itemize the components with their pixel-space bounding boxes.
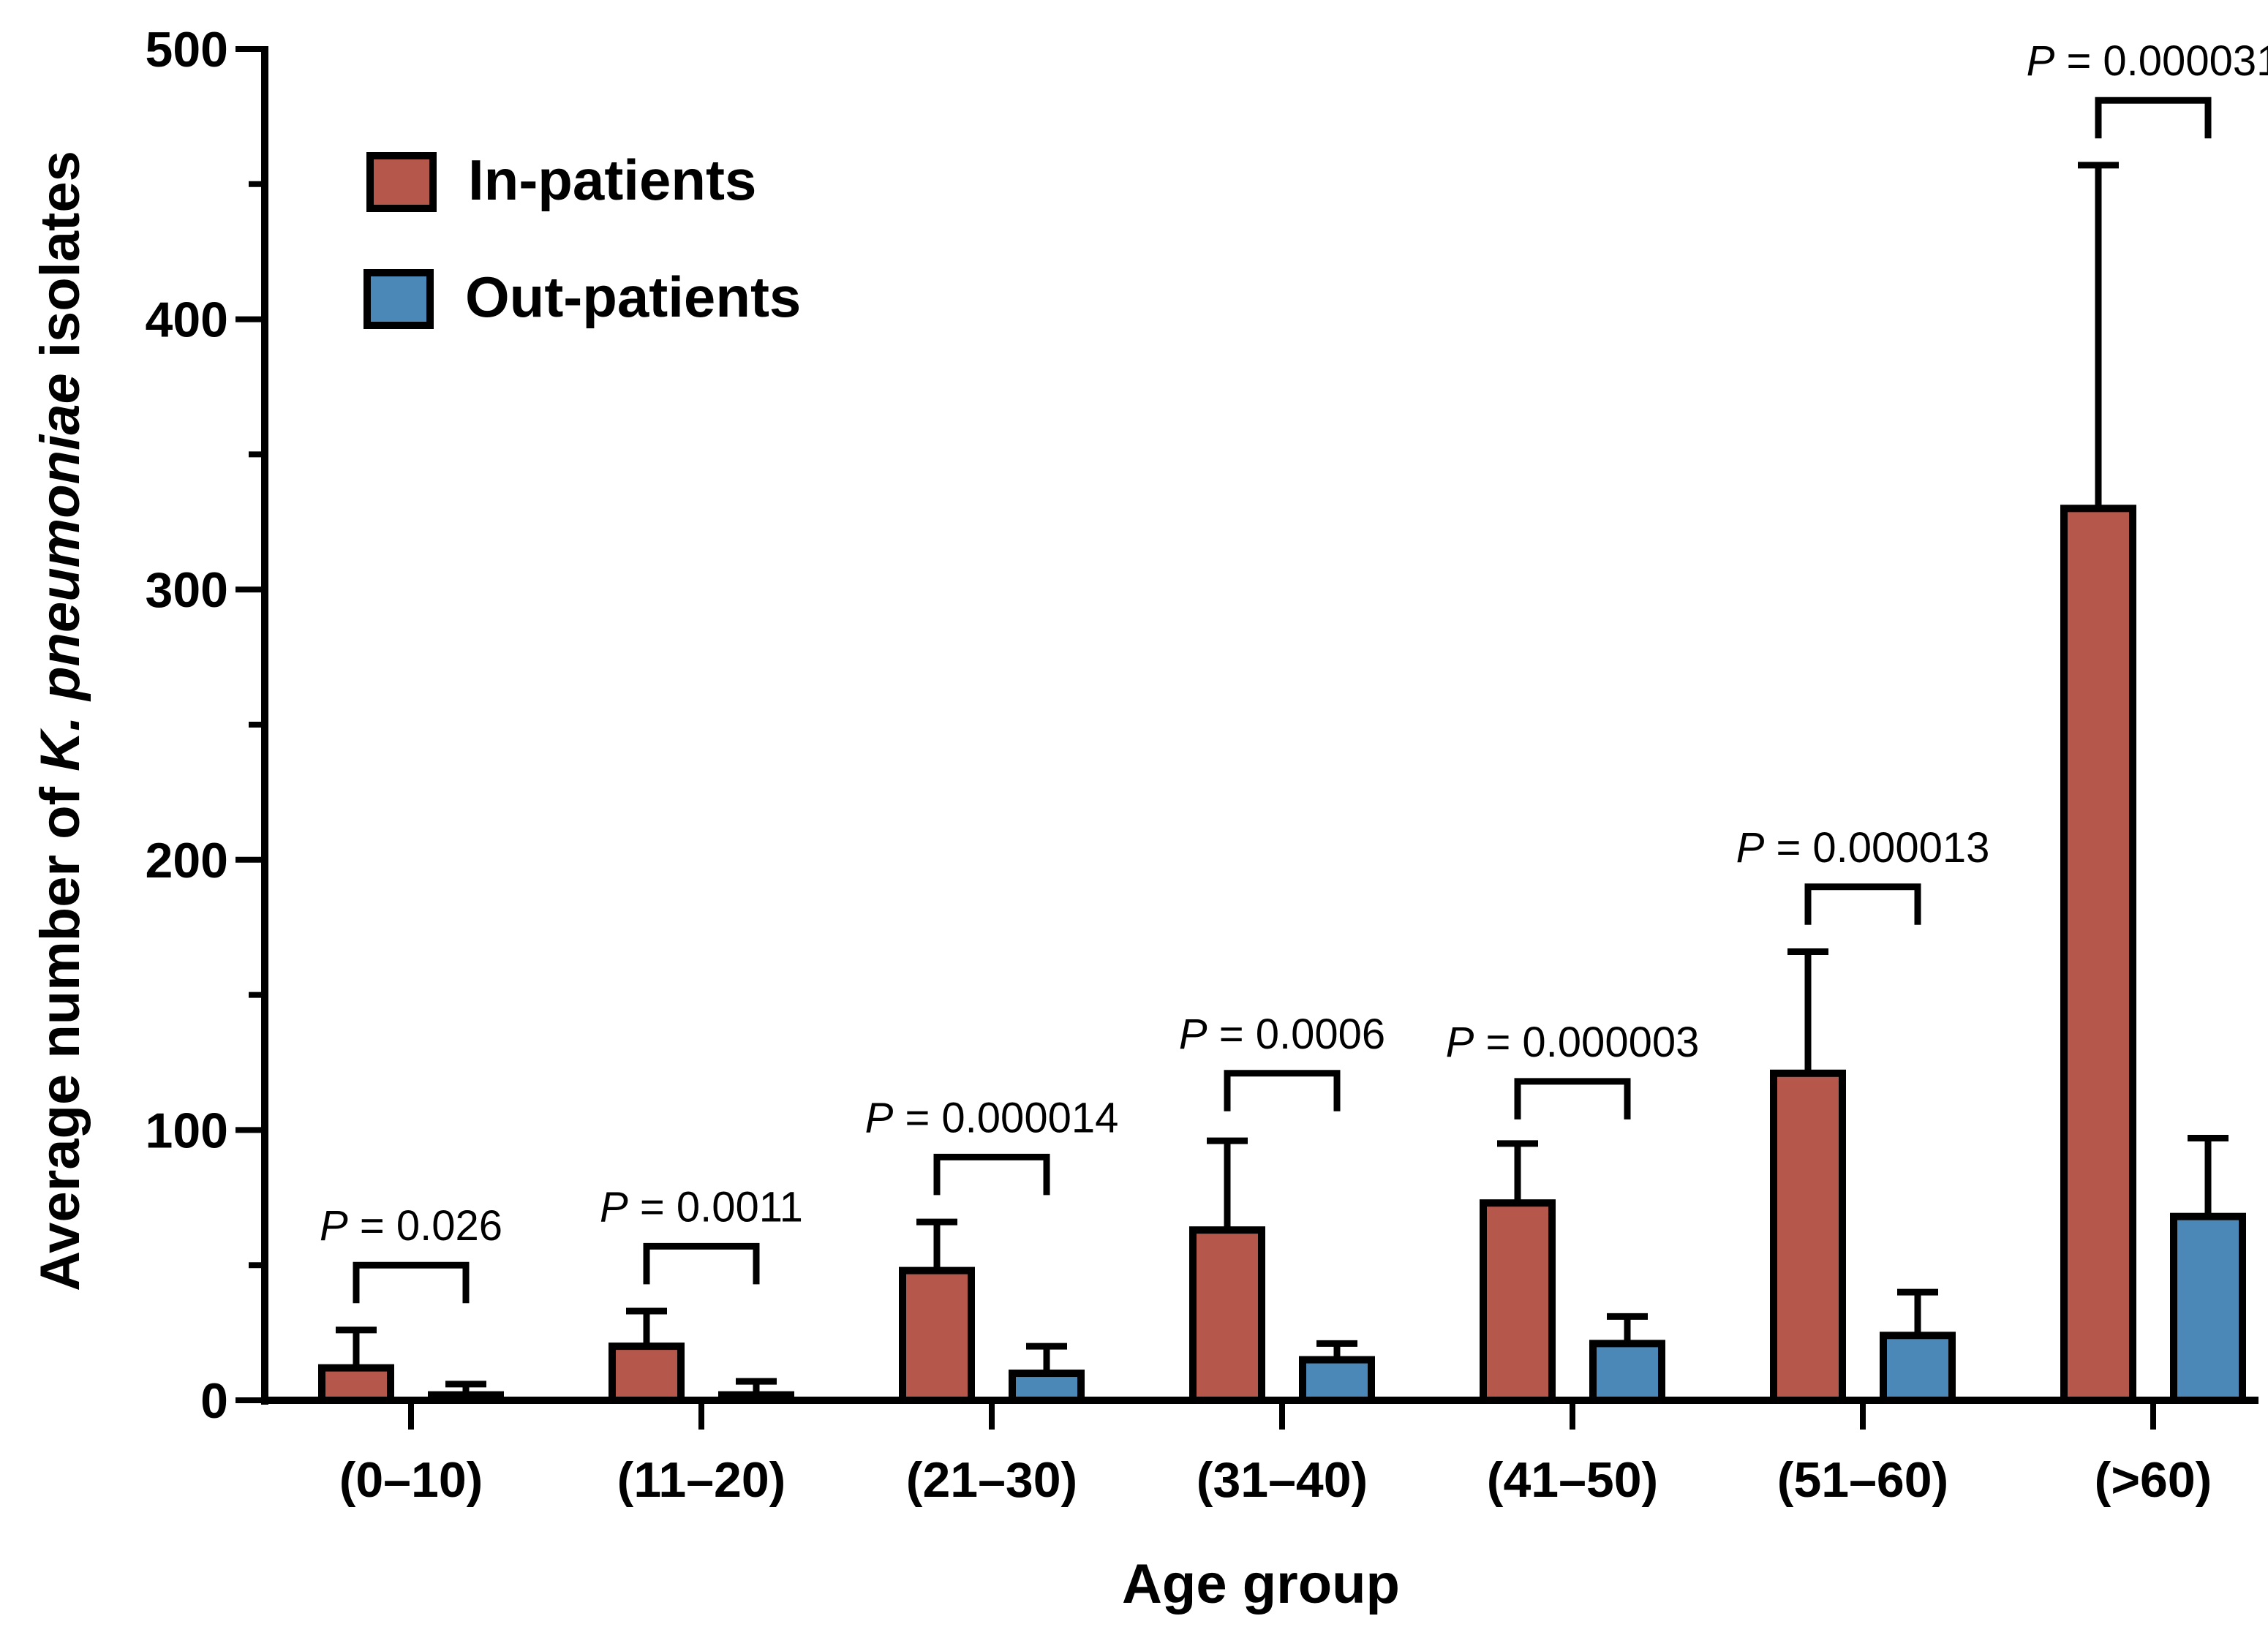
bar-in-patients-3 bbox=[1189, 1226, 1265, 1404]
bar-out-patients-3 bbox=[1299, 1356, 1375, 1405]
p-value-label-5: P = 0.000013 bbox=[1736, 824, 1990, 872]
significance-bracket-6 bbox=[2095, 97, 2212, 139]
legend-swatch-out-patients bbox=[363, 269, 434, 329]
bar-out-patients-6 bbox=[2170, 1212, 2246, 1404]
legend-swatch-in-patients bbox=[366, 152, 437, 212]
x-tick-label-0: (0–10) bbox=[339, 1452, 483, 1508]
bar-in-patients-0 bbox=[318, 1364, 394, 1404]
p-symbol-0: P bbox=[320, 1202, 348, 1250]
legend-label-in-patients: In-patients bbox=[468, 148, 756, 212]
p-value-label-2: P = 0.000014 bbox=[865, 1094, 1119, 1141]
plot-area: 0 100 200 300 400 500 (0–10) (11–20) (21–30) (31–… bbox=[146, 22, 2268, 1508]
x-tick-label-1: (11–20) bbox=[617, 1452, 786, 1508]
p-value-text-3: = 0.0006 bbox=[1208, 1011, 1386, 1058]
p-value-label-1: P = 0.0011 bbox=[600, 1183, 803, 1231]
p-value-label-4: P = 0.000003 bbox=[1446, 1019, 1700, 1066]
y-tick-label-100: 100 bbox=[146, 1103, 228, 1158]
p-symbol-2: P bbox=[865, 1094, 894, 1141]
p-value-text-1: = 0.0011 bbox=[628, 1183, 803, 1231]
y-axis-title-part-3: isolates bbox=[29, 151, 91, 373]
bar-in-patients-5 bbox=[1770, 1069, 1846, 1405]
x-tick-label-4: (41–50) bbox=[1487, 1452, 1658, 1508]
bar-out-patients-2 bbox=[1009, 1370, 1085, 1405]
significance-bracket-1 bbox=[643, 1242, 760, 1285]
p-value-text-5: = 0.000013 bbox=[1764, 824, 1989, 872]
significance-bracket-2 bbox=[933, 1153, 1050, 1196]
bar-out-patients-4 bbox=[1589, 1340, 1665, 1405]
y-tick-label-300: 300 bbox=[146, 562, 228, 618]
p-symbol-1: P bbox=[600, 1183, 628, 1231]
bar-in-patients-1 bbox=[609, 1343, 685, 1404]
x-tick-label-6: (>60) bbox=[2095, 1452, 2212, 1508]
significance-bracket-3 bbox=[1224, 1070, 1341, 1111]
x-tick-label-2: (21–30) bbox=[906, 1452, 1077, 1508]
p-value-text-0: = 0.026 bbox=[348, 1202, 502, 1250]
p-value-label-3: P = 0.0006 bbox=[1179, 1011, 1385, 1058]
bar-out-patients-5 bbox=[1880, 1332, 1956, 1405]
p-value-label-0: P = 0.026 bbox=[320, 1202, 502, 1250]
bar-in-patients-4 bbox=[1480, 1199, 1556, 1405]
p-symbol-3: P bbox=[1179, 1011, 1208, 1058]
x-tick-label-5: (51–60) bbox=[1777, 1452, 1948, 1508]
p-symbol-5: P bbox=[1736, 824, 1765, 872]
p-value-text-4: = 0.000003 bbox=[1474, 1019, 1699, 1066]
y-tick-label-500: 500 bbox=[146, 22, 228, 78]
significance-bracket-0 bbox=[353, 1261, 470, 1304]
bar-in-patients-6 bbox=[2060, 505, 2136, 1405]
legend: In-patients Out-patients bbox=[363, 148, 801, 329]
x-axis-title: Age group bbox=[1122, 1553, 1400, 1615]
p-symbol-6: P bbox=[2027, 37, 2055, 85]
p-value-label-6: P = 0.000031 bbox=[2027, 37, 2268, 85]
y-axis-title-italic: K. pneumoniae bbox=[29, 373, 91, 771]
p-value-text-2: = 0.000014 bbox=[893, 1094, 1118, 1141]
significance-bracket-4 bbox=[1514, 1078, 1631, 1119]
y-tick-label-200: 200 bbox=[146, 833, 228, 888]
y-axis-title-part-1: Average number of bbox=[29, 771, 91, 1291]
y-axis-title: Average number of K. pneumoniae isolates bbox=[29, 151, 91, 1291]
significance-bracket-5 bbox=[1804, 883, 1921, 925]
y-tick-label-0: 0 bbox=[200, 1373, 228, 1429]
x-tick-label-3: (31–40) bbox=[1197, 1452, 1368, 1508]
bar-in-patients-2 bbox=[899, 1266, 975, 1405]
p-symbol-4: P bbox=[1446, 1019, 1474, 1066]
legend-label-out-patients: Out-patients bbox=[465, 265, 801, 329]
y-tick-label-400: 400 bbox=[146, 292, 228, 348]
p-value-text-6: = 0.000031 bbox=[2054, 37, 2268, 85]
